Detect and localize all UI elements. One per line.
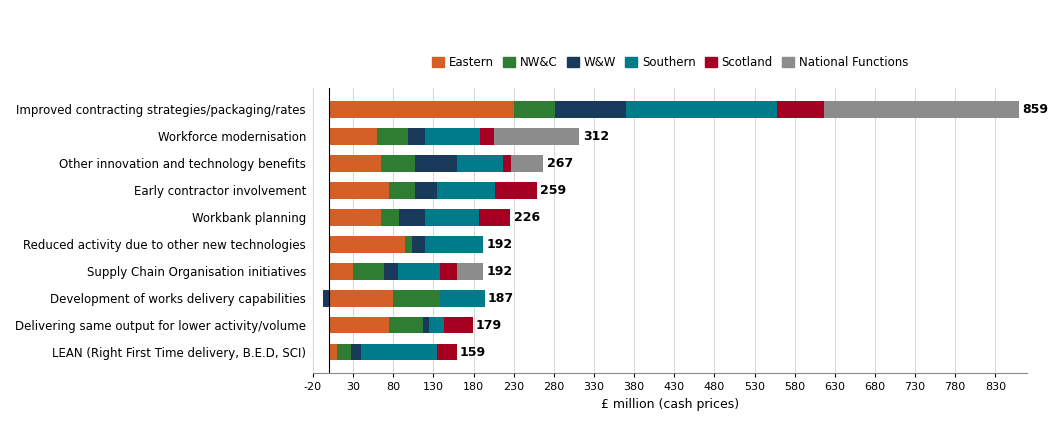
Bar: [503, 155, 511, 172]
Bar: [423, 317, 429, 334]
Bar: [329, 209, 381, 226]
Bar: [440, 263, 458, 279]
Bar: [352, 344, 361, 360]
Text: 859: 859: [1022, 103, 1048, 116]
Bar: [627, 101, 777, 118]
Bar: [361, 344, 438, 360]
Bar: [495, 128, 580, 145]
Bar: [440, 290, 484, 307]
Text: 312: 312: [583, 130, 609, 143]
Bar: [329, 344, 337, 360]
Bar: [555, 101, 627, 118]
Text: 192: 192: [486, 265, 513, 278]
Text: 159: 159: [460, 345, 486, 359]
Bar: [383, 263, 398, 279]
Bar: [406, 236, 412, 253]
Bar: [381, 209, 399, 226]
Text: 226: 226: [514, 211, 539, 224]
Bar: [329, 263, 353, 279]
Bar: [444, 317, 473, 334]
Bar: [329, 101, 514, 118]
Bar: [480, 128, 495, 145]
Bar: [337, 344, 352, 360]
Bar: [457, 155, 503, 172]
Text: 267: 267: [547, 157, 572, 170]
Text: 192: 192: [486, 238, 513, 251]
X-axis label: £ million (cash prices): £ million (cash prices): [601, 398, 739, 411]
Bar: [408, 128, 426, 145]
Bar: [425, 209, 479, 226]
Bar: [381, 155, 415, 172]
Bar: [329, 128, 377, 145]
Bar: [479, 209, 511, 226]
Bar: [438, 344, 457, 360]
Bar: [458, 263, 483, 279]
Bar: [329, 317, 389, 334]
Bar: [399, 209, 425, 226]
Bar: [412, 236, 426, 253]
Legend: Eastern, NW&C, W&W, Southern, Scotland, National Functions: Eastern, NW&C, W&W, Southern, Scotland, …: [428, 51, 913, 74]
Bar: [823, 101, 1018, 118]
Bar: [426, 128, 480, 145]
Bar: [415, 182, 438, 199]
Text: 259: 259: [541, 184, 566, 197]
Bar: [377, 128, 408, 145]
Bar: [438, 182, 495, 199]
Bar: [324, 290, 329, 307]
Text: 187: 187: [487, 292, 514, 305]
Bar: [393, 290, 440, 307]
Bar: [353, 263, 383, 279]
Bar: [389, 317, 423, 334]
Bar: [329, 155, 381, 172]
Text: 179: 179: [476, 319, 502, 331]
Bar: [398, 263, 440, 279]
Bar: [415, 155, 457, 172]
Bar: [429, 317, 444, 334]
Bar: [329, 236, 406, 253]
Bar: [329, 182, 389, 199]
Bar: [495, 182, 537, 199]
Bar: [777, 101, 823, 118]
Bar: [389, 182, 415, 199]
Bar: [426, 236, 483, 253]
Bar: [514, 101, 555, 118]
Bar: [511, 155, 544, 172]
Bar: [329, 290, 393, 307]
